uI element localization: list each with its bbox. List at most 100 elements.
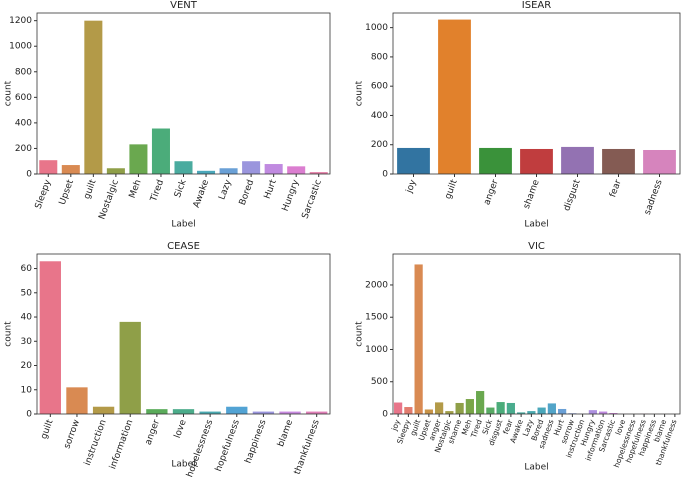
axes-frame	[392, 253, 681, 415]
bar	[455, 402, 464, 414]
chart-title: ISEAR	[522, 0, 551, 11]
y-tick-label: 1200	[9, 16, 32, 26]
x-tick-label: instruction	[83, 418, 109, 467]
y-tick-label: 400	[371, 111, 388, 121]
y-tick-label: 30	[21, 337, 33, 347]
bar	[106, 168, 125, 174]
y-tick-label: 1000	[9, 42, 32, 52]
axes-frame	[36, 12, 331, 175]
bar	[306, 411, 328, 414]
bar	[199, 411, 221, 414]
bar	[558, 408, 567, 414]
x-tick-label: blame	[276, 418, 295, 448]
bar	[39, 261, 61, 414]
x-tick-label: Sleepy	[34, 178, 54, 211]
bar	[424, 409, 433, 414]
y-tick-label: 400	[15, 118, 32, 128]
bar	[486, 407, 495, 414]
x-tick-label: joy	[404, 178, 419, 196]
bar	[174, 161, 193, 174]
bar	[404, 407, 413, 414]
x-tick-label: sorrow	[62, 418, 82, 450]
bar	[252, 411, 275, 414]
x-tick-label: Hurt	[263, 178, 279, 200]
bar	[397, 147, 430, 174]
x-tick-label: Nostalgic	[97, 178, 121, 221]
x-axis-label: Label	[524, 220, 548, 230]
axes-frame	[392, 12, 681, 175]
y-tick-label: 50	[21, 288, 33, 298]
y-tick-label: 60	[21, 264, 33, 274]
bar	[602, 148, 635, 174]
chart-title: CEASE	[167, 241, 200, 252]
y-tick-label: 40	[21, 313, 33, 323]
bar	[264, 164, 283, 174]
y-tick-label: 20	[21, 361, 33, 371]
bar	[445, 411, 454, 414]
bar	[517, 412, 526, 414]
bar	[219, 168, 238, 174]
x-tick-label: anger	[482, 178, 500, 206]
bar	[151, 128, 170, 174]
bar	[599, 411, 608, 414]
x-tick-label: guilt	[443, 178, 459, 201]
x-tick-label: Sick	[173, 178, 189, 199]
x-tick-label: Meh	[128, 178, 144, 199]
x-tick-label: Awake	[192, 178, 212, 209]
bar	[465, 399, 474, 414]
y-tick-label: 1000	[365, 345, 388, 355]
x-tick-label: Tired	[149, 178, 166, 203]
x-tick-label: guilt	[82, 178, 98, 201]
chart-title: VIC	[528, 241, 545, 252]
x-tick-label: anger	[144, 418, 162, 446]
bar	[66, 387, 88, 414]
y-tick-label: 200	[371, 140, 388, 150]
y-tick-label: 0	[26, 410, 32, 420]
bar	[414, 264, 423, 414]
chart-title: VENT	[170, 0, 198, 11]
y-axis-label: count	[355, 321, 365, 347]
bar	[226, 406, 248, 414]
bar	[92, 406, 115, 414]
bar	[129, 144, 148, 174]
axes-frame	[36, 253, 331, 415]
x-tick-label: disgust	[562, 178, 583, 212]
y-tick-label: 0	[26, 170, 32, 180]
bar	[61, 165, 80, 174]
x-axis-label: Label	[171, 460, 195, 470]
bar	[520, 148, 553, 174]
y-tick-label: 0	[382, 410, 388, 420]
bar	[172, 409, 195, 414]
bar	[547, 403, 556, 414]
bar	[394, 402, 403, 414]
bar	[506, 402, 515, 414]
y-tick-label: 1000	[365, 23, 388, 33]
y-tick-label: 600	[371, 82, 388, 92]
y-tick-label: 10	[21, 385, 33, 395]
x-axis-label: Label	[524, 463, 548, 473]
bar	[476, 391, 485, 414]
y-axis-label: count	[4, 80, 14, 106]
x-tick-label: Upset	[58, 178, 76, 206]
x-tick-label: Bored	[238, 178, 256, 206]
y-tick-label: 600	[15, 93, 32, 103]
x-tick-label: information	[108, 418, 135, 470]
x-tick-label: Hungry	[281, 178, 302, 213]
x-tick-label: Sarcastic	[301, 178, 324, 220]
x-tick-label: thankfulness	[293, 418, 322, 476]
x-tick-label: hopelessness	[185, 418, 215, 479]
bar	[527, 411, 536, 414]
y-tick-label: 200	[15, 144, 32, 154]
bar	[537, 407, 546, 414]
bar	[242, 161, 261, 174]
bar	[643, 149, 676, 174]
y-axis-label: count	[355, 80, 365, 106]
y-tick-label: 800	[371, 52, 388, 62]
bar	[197, 170, 216, 174]
y-tick-label: 800	[15, 67, 32, 77]
x-tick-label: joy	[389, 418, 402, 433]
x-tick-label: guilt	[39, 418, 55, 441]
x-tick-label: fear	[608, 178, 624, 199]
bar	[588, 410, 597, 414]
x-axis-label: Label	[171, 220, 195, 230]
